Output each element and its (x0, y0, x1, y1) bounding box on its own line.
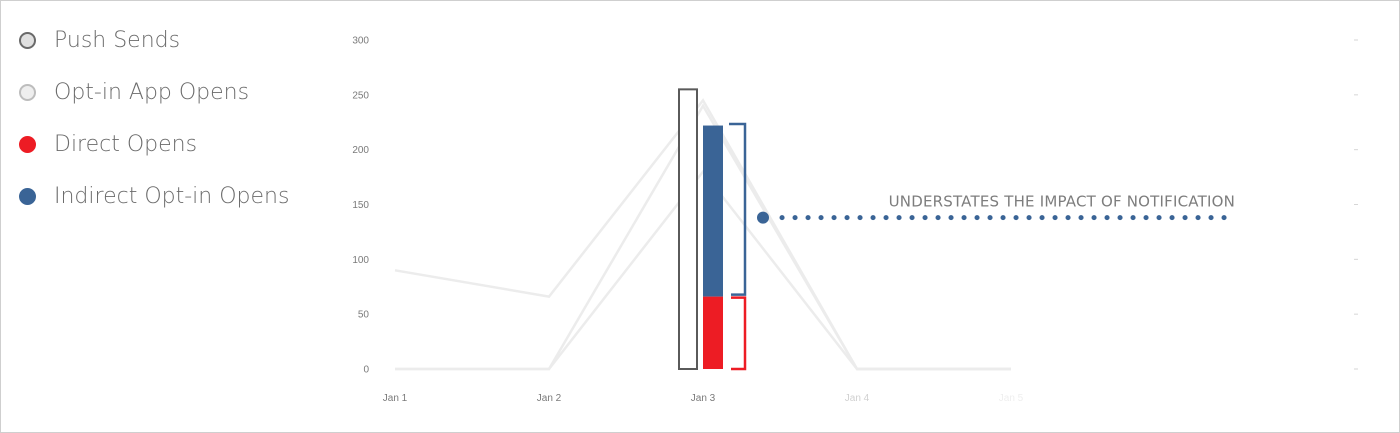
bar-push-sends (678, 88, 698, 370)
background-line (395, 103, 1011, 371)
legend: Push Sends Opt-in App Opens Direct Opens… (19, 23, 289, 231)
annotation: UNDERSTATES THE IMPACT OF NOTIFICATION (757, 193, 1236, 224)
bracket-indirect (729, 122, 747, 296)
legend-item-indirect-opt-in-opens[interactable]: Indirect Opt-in Opens (19, 179, 289, 231)
annotation-text: UNDERSTATES THE IMPACT OF NOTIFICATION (889, 193, 1235, 211)
bar-direct-opens (703, 296, 723, 369)
x-tick-label: Jan 4 (845, 393, 870, 404)
circle-icon (19, 136, 36, 153)
legend-item-opt-in-app-opens[interactable]: Opt-in App Opens (19, 75, 289, 127)
bar-indirect-opt-in-opens (703, 125, 723, 297)
bars (678, 88, 723, 370)
legend-label: Push Sends (54, 28, 181, 53)
legend-label: Indirect Opt-in Opens (54, 184, 290, 209)
y-tick-label: 50 (358, 310, 370, 321)
y-tick-label: 100 (352, 255, 369, 266)
x-axis-ticks: Jan 1 Jan 2 Jan 3 Jan 4 Jan 5 (383, 393, 1024, 404)
circle-icon (19, 84, 36, 101)
y-tick-label: 0 (363, 365, 369, 376)
bracket-direct (731, 296, 747, 371)
circle-icon (19, 32, 36, 49)
y-tick-label: 150 (352, 200, 369, 211)
y-axis-ticks: 300 250 200 150 100 50 0 (352, 36, 369, 376)
x-tick-label: Jan 3 (691, 393, 716, 404)
y-tick-label: 200 (352, 145, 369, 156)
legend-item-push-sends[interactable]: Push Sends (19, 23, 289, 75)
x-tick-label: Jan 1 (383, 393, 408, 404)
annotation-marker (757, 211, 769, 224)
brackets (729, 122, 747, 371)
y-tick-label: 250 (352, 90, 369, 101)
legend-label: Opt-in App Opens (54, 80, 250, 105)
x-tick-label: Jan 2 (537, 393, 562, 404)
legend-item-direct-opens[interactable]: Direct Opens (19, 127, 289, 179)
legend-label: Direct Opens (54, 132, 198, 157)
circle-icon (19, 188, 36, 205)
x-tick-label: Jan 5 (999, 393, 1024, 404)
y-tick-label: 300 (352, 36, 369, 47)
